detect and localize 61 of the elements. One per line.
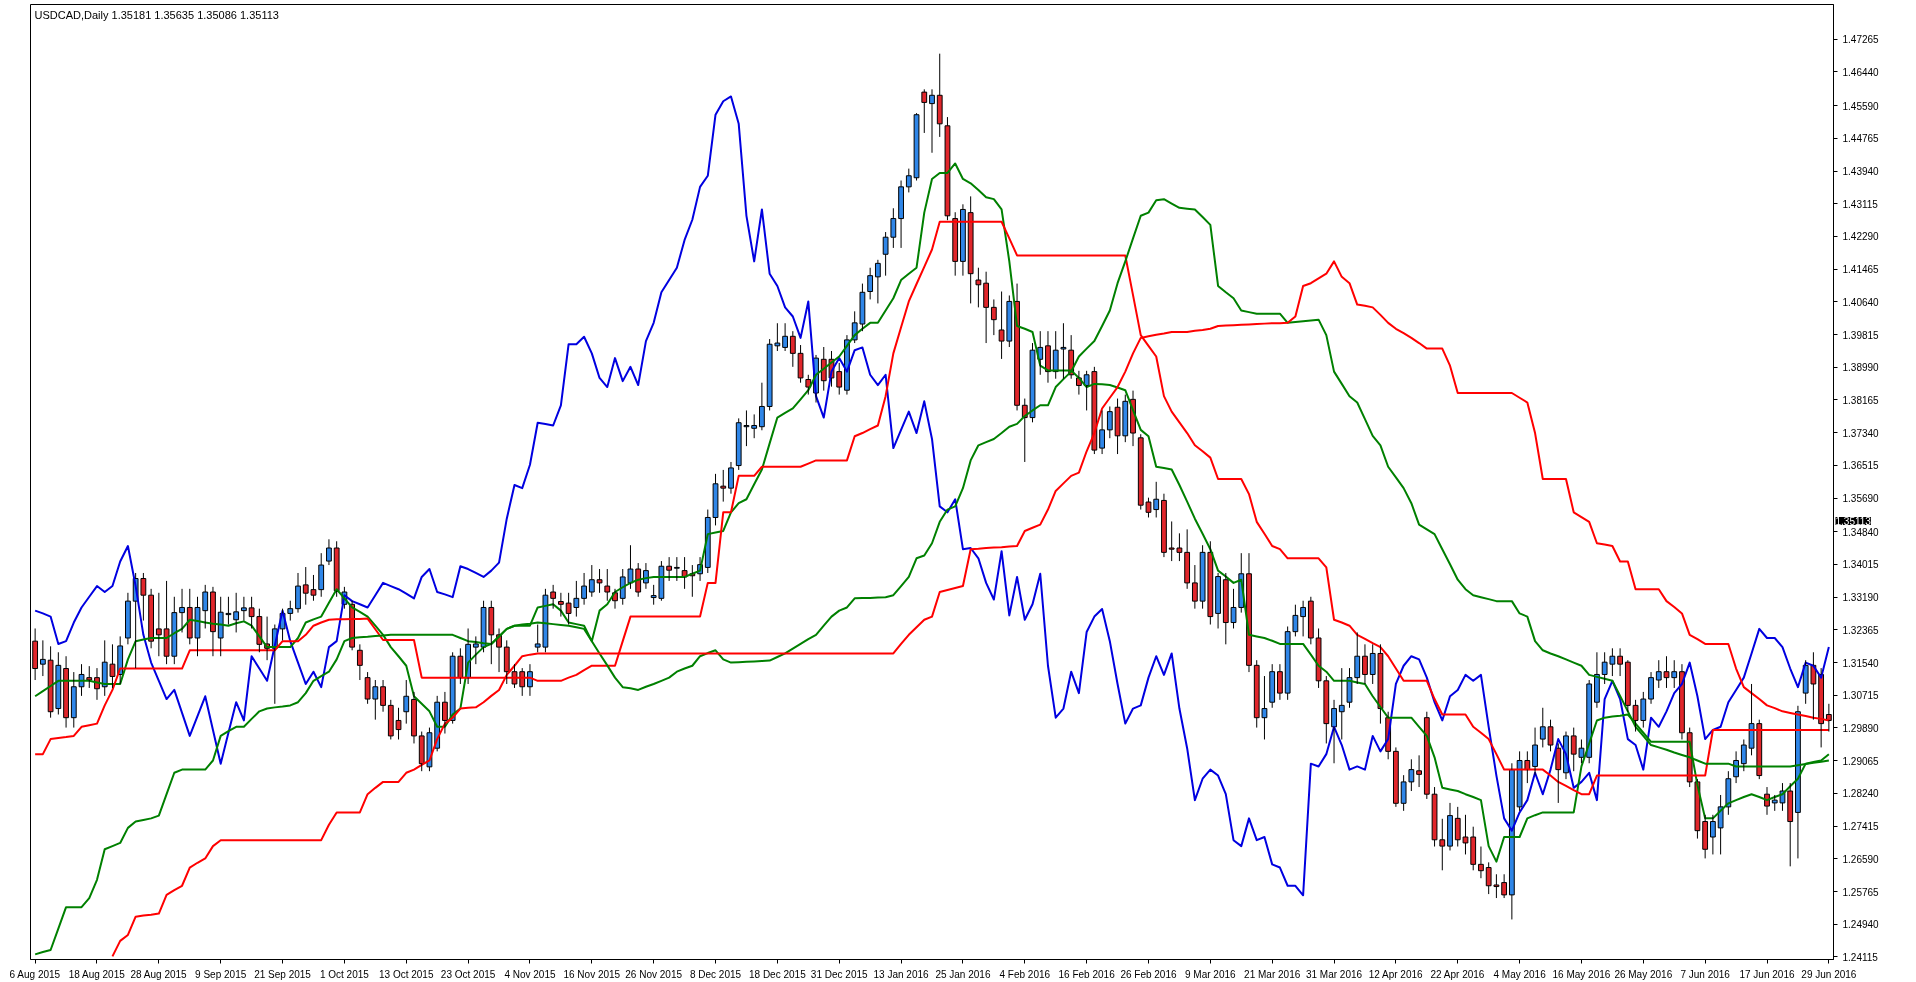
x-tick-label: 8 Dec 2015: [689, 968, 742, 980]
x-tick-label: 4 May 2016: [1493, 968, 1547, 980]
x-tick-label: 9 Sep 2015: [195, 968, 247, 980]
x-tick-label: 25 Jan 2016: [935, 968, 991, 980]
y-tick-label: 1.39815: [1842, 329, 1880, 341]
x-tick-label: 13 Oct 2015: [379, 968, 434, 980]
y-tick-label: 1.32365: [1842, 624, 1880, 636]
text: 1.35113: [1835, 515, 1872, 527]
x-tick-label: 31 Dec 2015: [810, 968, 869, 980]
x-tick-label: 26 May 2016: [1614, 968, 1673, 980]
y-tick-label: 1.31540: [1842, 657, 1880, 669]
x-tick-label: 6 Aug 2015: [9, 968, 61, 980]
y-tick-label: 1.47265: [1842, 34, 1880, 46]
y-tick-label: 1.41465: [1842, 264, 1880, 276]
y-tick-label: 1.27415: [1842, 821, 1880, 833]
x-tick-label: 16 Feb 2016: [1058, 968, 1116, 980]
x-tick-label: 1 Oct 2015: [319, 968, 370, 980]
y-tick-label: 1.26590: [1842, 853, 1880, 865]
y-tick-label: 1.45590: [1842, 100, 1880, 112]
x-tick-label: 9 Mar 2016: [1185, 968, 1237, 980]
x-tick-label: 23 Oct 2015: [440, 968, 496, 980]
x-tick-label: 31 Mar 2016: [1305, 968, 1363, 980]
y-tick-label: 1.34840: [1842, 526, 1880, 538]
y-tick-label: 1.28240: [1842, 788, 1880, 800]
y-tick-label: 1.43115: [1842, 198, 1879, 210]
y-tick-label: 1.46440: [1842, 66, 1880, 78]
x-tick-label: 26 Feb 2016: [1120, 968, 1177, 980]
x-tick-label: 4 Feb 2016: [999, 968, 1051, 980]
y-tick-label: 1.33190: [1842, 592, 1880, 604]
y-tick-label: 1.36515: [1842, 460, 1880, 472]
x-tick-label: 17 Jun 2016: [1739, 968, 1795, 980]
y-tick-label: 1.44765: [1842, 133, 1880, 145]
y-tick-label: 1.38990: [1842, 362, 1880, 374]
x-tick-label: 4 Nov 2015: [504, 968, 556, 980]
y-tick-label: 1.37340: [1842, 427, 1880, 439]
y-tick-label: 1.24940: [1842, 919, 1880, 931]
y-tick-label: 1.24115: [1842, 951, 1879, 963]
y-tick-label: 1.29890: [1842, 722, 1880, 734]
x-tick-label: 29 Jun 2016: [1801, 968, 1857, 980]
chart-title: USDCAD,Daily 1.35181 1.35635 1.35086 1.35113: [34, 8, 279, 21]
x-tick-label: 13 Jan 2016: [873, 968, 930, 980]
x-tick-label: 22 Apr 2016: [1430, 968, 1485, 980]
y-tick-label: 1.29065: [1842, 755, 1880, 767]
x-tick-label: 18 Dec 2015: [749, 968, 807, 980]
y-tick-label: 1.43940: [1842, 166, 1880, 177]
x-tick-label: 12 Apr 2016: [1368, 968, 1424, 980]
x-tick-label: 7 Jun 2016: [1680, 968, 1731, 980]
y-tick-label: 1.38165: [1842, 394, 1880, 406]
x-tick-label: 16 Nov 2015: [563, 968, 621, 980]
x-tick-label: 18 Aug 2015: [68, 968, 126, 980]
y-tick-label: 1.40640: [1842, 296, 1880, 308]
y-tick-label: 1.34015: [1842, 559, 1880, 571]
y-tick-label: 1.42290: [1842, 231, 1880, 243]
x-tick-label: 26 Nov 2015: [625, 968, 683, 980]
x-tick-label: 21 Sep 2015: [254, 968, 312, 980]
x-tick-label: 28 Aug 2015: [130, 968, 188, 980]
y-tick-label: 1.35690: [1842, 493, 1880, 505]
x-tick-label: 21 Mar 2016: [1244, 968, 1301, 980]
x-tick-label: 16 May 2016: [1552, 968, 1611, 980]
y-tick-label: 1.30715: [1842, 690, 1880, 702]
y-tick-label: 1.25765: [1842, 886, 1880, 898]
